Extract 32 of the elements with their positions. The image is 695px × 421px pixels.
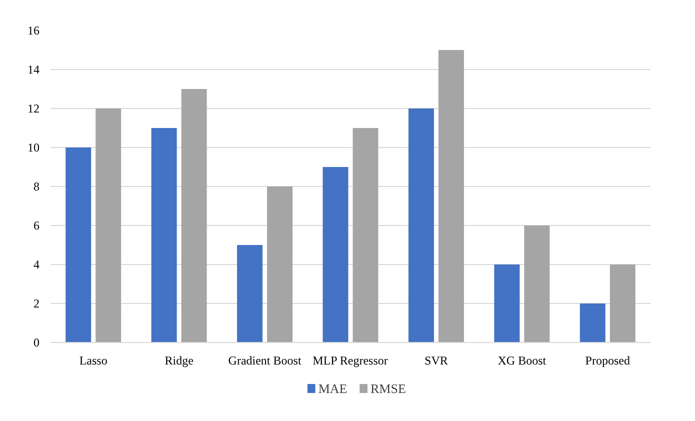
x-tick-label: MLP Regressor bbox=[312, 354, 388, 368]
bar bbox=[267, 186, 293, 342]
bar bbox=[181, 89, 207, 342]
y-tick-label: 8 bbox=[34, 180, 40, 194]
bar bbox=[580, 304, 606, 342]
bar bbox=[237, 245, 263, 342]
y-tick-label: 14 bbox=[28, 62, 40, 76]
bar bbox=[524, 226, 550, 342]
y-tick-label: 4 bbox=[34, 258, 40, 272]
bar bbox=[610, 264, 636, 342]
bar bbox=[352, 128, 378, 342]
bar bbox=[66, 148, 92, 342]
y-tick-label: 12 bbox=[28, 102, 40, 116]
bar bbox=[151, 128, 177, 342]
x-tick-label: SVR bbox=[424, 354, 448, 368]
bar bbox=[408, 108, 434, 342]
y-tick-label: 0 bbox=[34, 336, 40, 350]
y-tick-label: 16 bbox=[28, 24, 40, 38]
bar bbox=[494, 264, 520, 342]
legend-label: MAE bbox=[318, 381, 348, 396]
x-tick-label: Ridge bbox=[164, 354, 194, 368]
x-tick-label: XG Boost bbox=[498, 354, 547, 368]
bar bbox=[96, 108, 122, 342]
legend-label: RMSE bbox=[370, 381, 406, 396]
y-tick-label: 10 bbox=[28, 140, 40, 154]
x-tick-label: Proposed bbox=[585, 354, 630, 368]
y-tick-label: 2 bbox=[34, 296, 40, 310]
y-tick-label: 6 bbox=[34, 218, 40, 232]
x-tick-label: Gradient Boost bbox=[228, 354, 302, 368]
x-tick-label: Lasso bbox=[79, 354, 108, 368]
bar bbox=[438, 50, 464, 342]
bar bbox=[322, 167, 348, 342]
